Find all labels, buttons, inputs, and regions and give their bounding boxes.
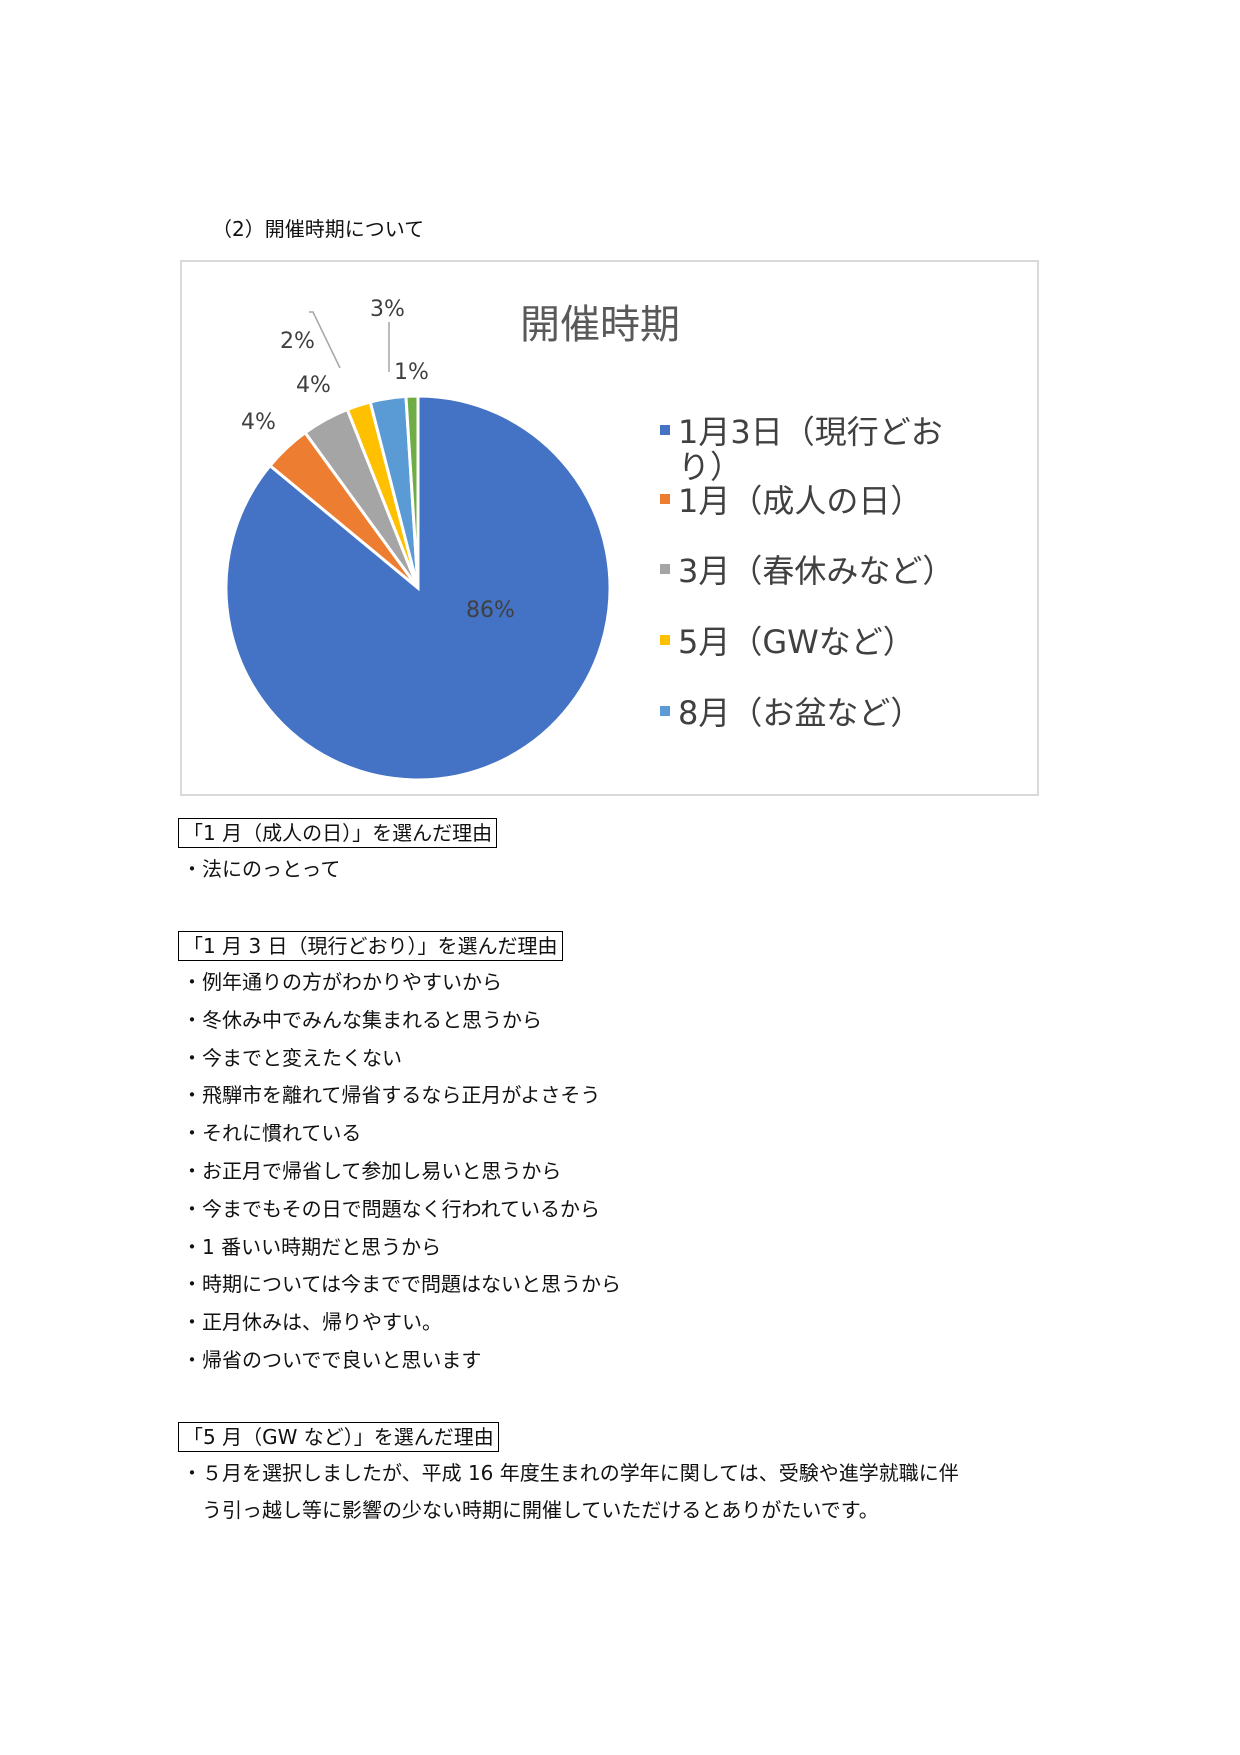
data-label-4-gray: 4% [296, 373, 331, 398]
reason-item: ・例年通りの方がわかりやすいから [182, 970, 502, 994]
data-label-1: 1% [394, 360, 429, 385]
legend-swatch [660, 564, 670, 574]
reason-item: ・お正月で帰省して参加し易いと思うから [182, 1159, 562, 1183]
reason-item: ・正月休みは、帰りやすい。 [182, 1310, 442, 1335]
section-heading: （2）開催時期について [212, 217, 425, 241]
data-label-4-orange: 4% [241, 410, 276, 435]
legend-swatch [660, 425, 670, 435]
legend-item-may: 5月（GWなど） [660, 617, 915, 663]
legend-label: 1月（成人の日） [678, 482, 923, 520]
legend-label: 8月（お盆など） [678, 694, 923, 732]
legend-swatch [660, 494, 670, 504]
legend-item-aug: 8月（お盆など） [660, 688, 922, 734]
legend-label: り） [678, 448, 743, 486]
reason-title-jan: 「1 月（成人の日）」を選んだ理由 [178, 818, 498, 848]
reason-item: ・それに慣れている [182, 1121, 362, 1146]
pie-svg [224, 311, 612, 782]
chart-title: 開催時期 [520, 302, 680, 348]
reason-title-jan3: 「1 月 3 日（現行どおり）」を選んだ理由 [178, 931, 563, 961]
legend-swatch [660, 635, 670, 645]
reason-item: ・５月を選択しましたが、平成 16 年度生まれの学年に関しては、受験や進学就職に… [182, 1461, 959, 1485]
reason-item: ・飛騨市を離れて帰省するなら正月がよさそう [182, 1083, 601, 1108]
legend-label: 5月（GWなど） [678, 623, 915, 661]
reason-item: ・1 番いい時期だと思うから [182, 1234, 442, 1259]
reason-item: ・法にのっとって [182, 857, 341, 881]
leader-line [309, 311, 341, 369]
legend-item-jan3-wrap: り） [678, 442, 742, 488]
reason-item: ・今までと変えたくない [182, 1045, 402, 1070]
legend-label: 3月（春休みなど） [678, 552, 955, 590]
reason-item: ・冬休み中でみんな集まれると思うから [182, 1007, 542, 1032]
legend-item-jan3: 1月3日（現行どお [660, 407, 943, 453]
legend-swatch [660, 706, 670, 716]
data-label-86: 86% [466, 598, 515, 623]
reason-item: ・今までもその日で問題なく行われているから [182, 1196, 600, 1221]
pie-chart: 開催時期 1月3日（現行どお り） 1月（成人の日） 3月（春休みなど） 5月（… [180, 260, 1039, 796]
reason-item: ・時期については今までで問題はないと思うから [182, 1272, 621, 1297]
reason-item: ・帰省のついでで良いと思います [182, 1348, 482, 1372]
reason-title-may: 「5 月（GW など）」を選んだ理由 [178, 1422, 499, 1452]
pie-slice [404, 394, 420, 589]
legend-item-mar: 3月（春休みなど） [660, 546, 954, 592]
reason-item: う引っ越し等に影響の少ない時期に開催していただけるとありがたいです。 [182, 1498, 879, 1522]
legend-label: 1月3日（現行どお [678, 413, 943, 451]
data-label-2: 2% [280, 329, 315, 354]
data-label-3: 3% [370, 297, 405, 322]
legend-item-jan: 1月（成人の日） [660, 476, 922, 522]
